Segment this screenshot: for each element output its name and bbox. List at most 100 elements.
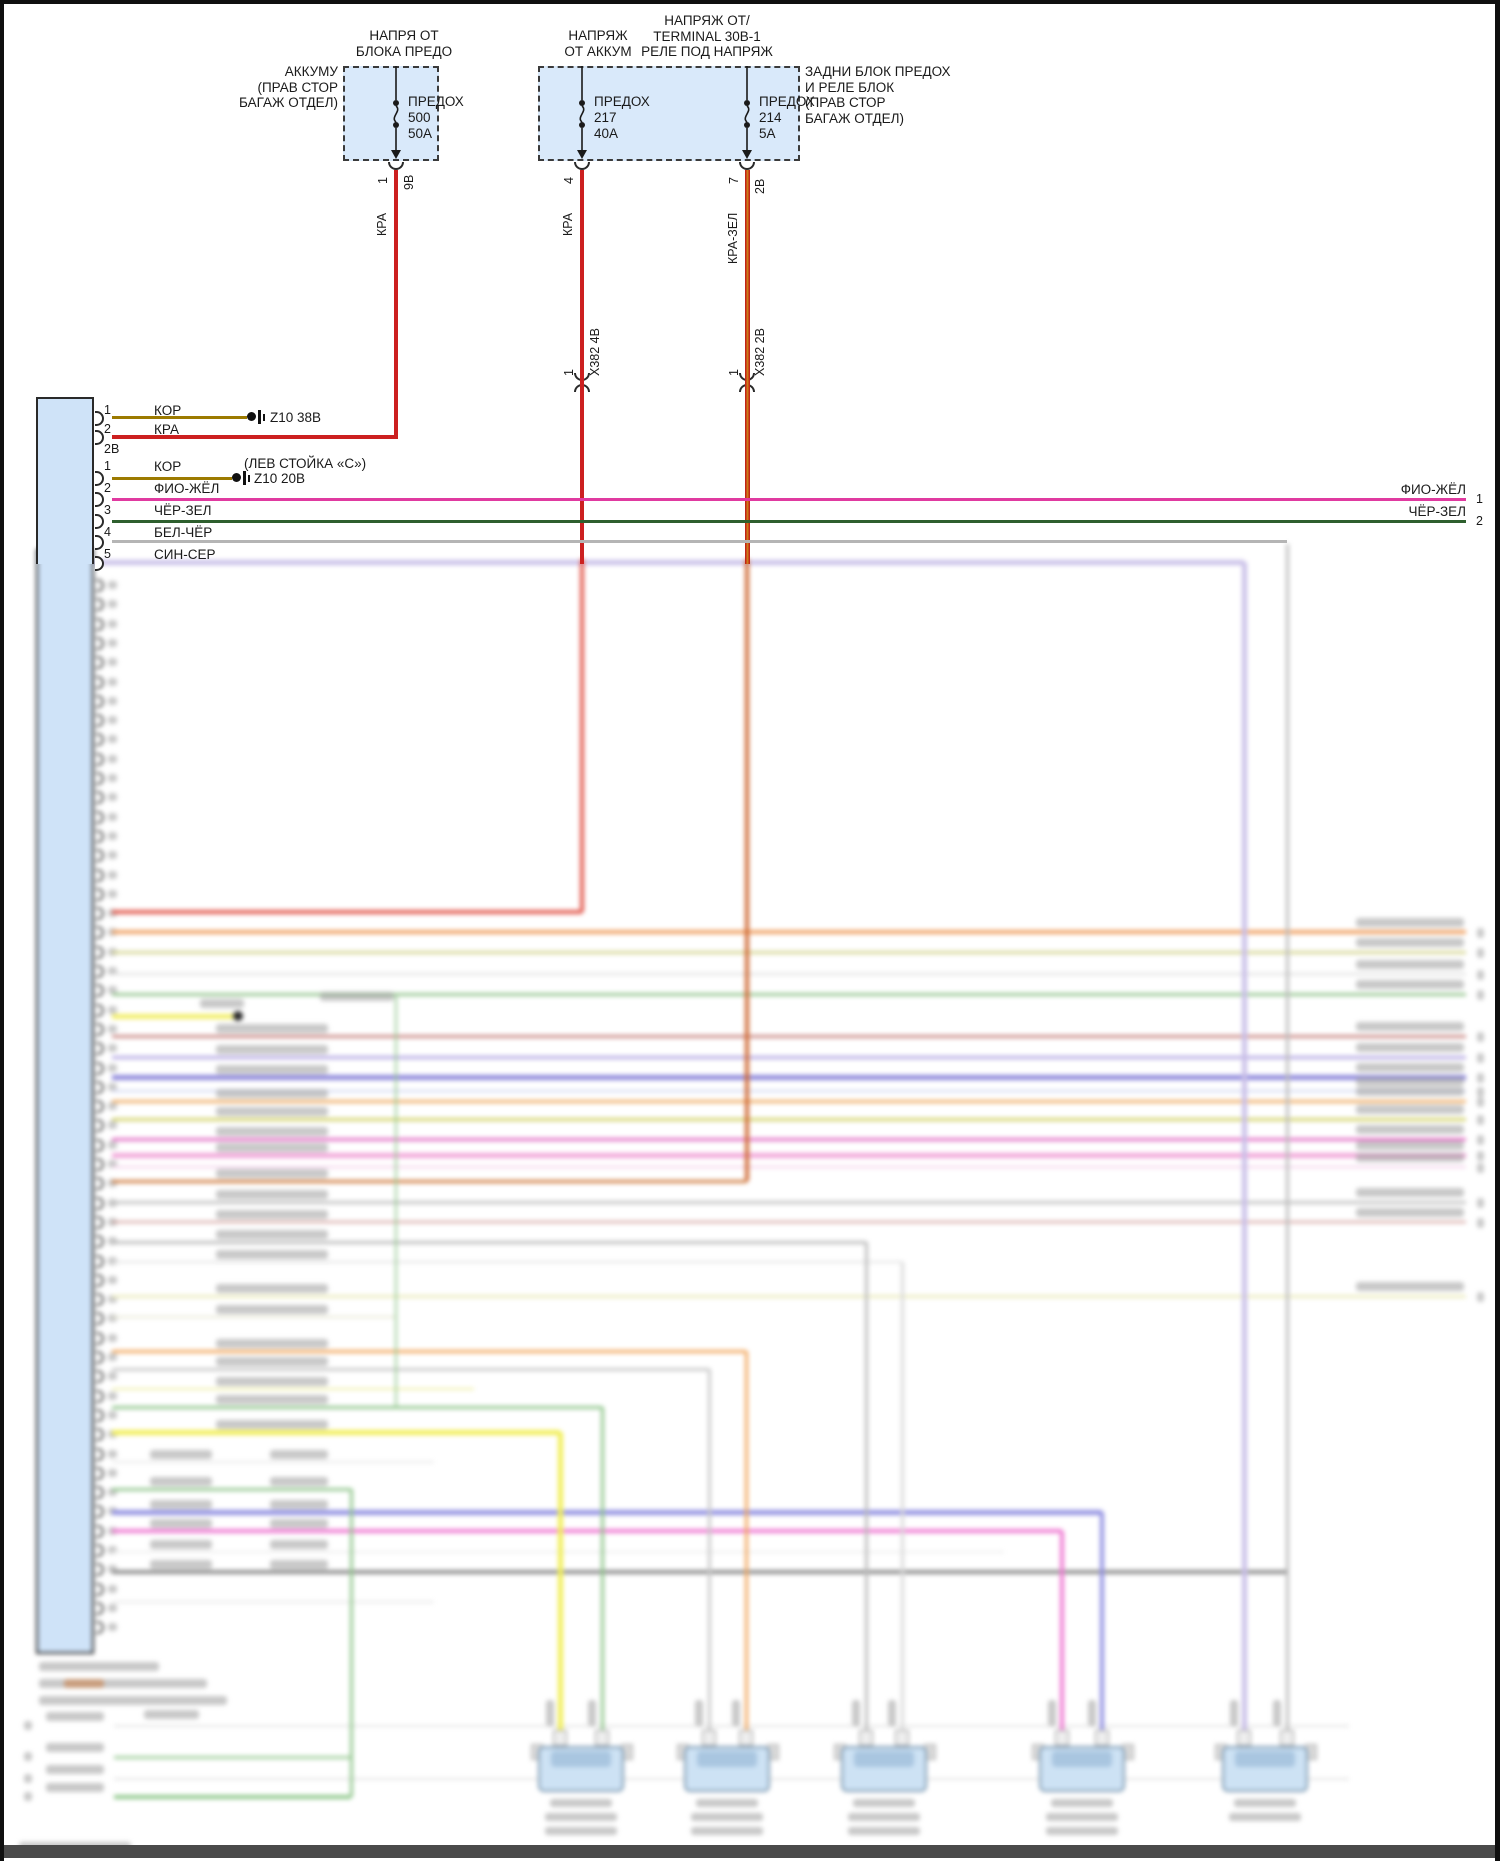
fuse1-top-label: НАПРЯ ОТ БЛОКА ПРЕДО (355, 28, 453, 59)
blurred-text-blob (1477, 1115, 1484, 1125)
blurred-text-blob (550, 1799, 612, 1807)
connector-pin (702, 1730, 716, 1746)
wire-color-label: ФИО-ЖЁЛ (154, 481, 220, 496)
pin-arc (96, 714, 104, 728)
blurred-text-blob (108, 889, 117, 898)
right-wire-label: ФИО-ЖЁЛ (1400, 482, 1466, 497)
blurred-text-blob (108, 831, 117, 840)
pin-arc (96, 694, 104, 708)
blurred-text-blob (848, 1813, 920, 1821)
blurred-text-blob (691, 1827, 763, 1835)
blurred-text-blob (108, 1333, 117, 1342)
pin-arc (96, 1100, 104, 1114)
blurred-text-blob (270, 1500, 328, 1509)
pin-arc (96, 617, 104, 631)
blurred-text-blob (108, 1275, 117, 1284)
connector-pin (739, 1730, 753, 1746)
connector-pin (1280, 1730, 1294, 1746)
blurred-text-blob (108, 1623, 117, 1632)
wire-horizontal (112, 1405, 602, 1409)
pin-arc (96, 579, 104, 592)
blurred-text-blob (108, 735, 117, 744)
wire-color-label: БЕЛ-ЧЁР (154, 525, 213, 540)
pin-number: 1 (104, 403, 111, 417)
blurred-text-blob (1356, 1087, 1464, 1096)
ground-label: Z10 20В (254, 471, 306, 486)
pin-arc (96, 1042, 104, 1056)
wire-horizontal (112, 1090, 1466, 1092)
fuse1-fuse-icon (391, 66, 401, 159)
blurred-text-blob (1356, 1188, 1464, 1197)
pin-arc (96, 598, 104, 612)
pin-arc (95, 411, 104, 426)
left-block-top (36, 397, 94, 564)
wire-vertical (395, 994, 397, 1407)
pin-arc (96, 1389, 104, 1403)
blurred-text-blob (588, 1700, 596, 1726)
wire-horizontal (112, 1221, 1466, 1223)
wire-horizontal (112, 1349, 746, 1353)
blurred-text-blob (108, 716, 117, 725)
blurred-text-blob (216, 1420, 328, 1429)
wire-horizontal (112, 992, 1466, 996)
blurred-text-blob (200, 999, 244, 1008)
blurred-text-blob (545, 1827, 617, 1835)
blurred-text-blob (24, 1752, 32, 1761)
ground-icon (248, 475, 250, 482)
blurred-text-blob (108, 1603, 117, 1612)
pin-arc (96, 1196, 104, 1210)
blurred-text-blob (1234, 1799, 1296, 1807)
right-pin-number: 2 (1476, 514, 1483, 528)
blurred-text-blob (216, 1169, 328, 1178)
wire-horizontal (112, 1152, 1466, 1158)
blurred-text-blob (1477, 1073, 1484, 1083)
pin-arc (96, 1158, 104, 1171)
wire-vertical (1060, 1531, 1064, 1746)
blurred-text-blob (216, 1230, 328, 1239)
blurred-text-blob (1356, 1043, 1464, 1052)
blurred-text-blob (1230, 1700, 1238, 1726)
blurred-text-blob (108, 658, 117, 667)
blurred-text-blob (150, 1500, 212, 1509)
cher-zel-wire (112, 520, 1466, 523)
connector-recess (1235, 1751, 1295, 1767)
blurred-text-blob (39, 1679, 207, 1688)
wire-horizontal (112, 1316, 396, 1318)
blurred-text-blob (1356, 980, 1464, 989)
wire-vertical (1241, 562, 1247, 1746)
wire-vertical (900, 1262, 904, 1746)
blurred-text-blob (1477, 1151, 1484, 1161)
pin-arc (96, 1312, 104, 1326)
fuse1-out-label: 9В (402, 174, 416, 190)
blurred-text-blob (1046, 1827, 1118, 1835)
pin-arc (96, 945, 104, 959)
ground-icon (247, 412, 256, 421)
fuse1-side-label: АККУМУ (ПРАВ СТОР БАГАЖ ОТДЕЛ) (239, 64, 338, 110)
kra-wire-vertical-1 (394, 170, 398, 439)
wire-horizontal (112, 1137, 1466, 1141)
blurred-text-blob (108, 1121, 117, 1130)
blurred-text-blob (46, 1712, 104, 1721)
blurred-text-blob (1477, 1087, 1484, 1097)
wire-vertical (557, 1432, 563, 1746)
blurred-text-blob (24, 1774, 32, 1783)
pin-arc (96, 1505, 104, 1519)
fuse1-text: ПРЕДОХ 500 50A (408, 94, 464, 141)
fuse2-fuse-icon (577, 66, 587, 159)
blurred-text-blob (46, 1783, 104, 1792)
blurred-text-blob (853, 1799, 915, 1807)
blurred-text-blob (108, 638, 117, 647)
blurred-text-blob (216, 1357, 328, 1366)
wire-horizontal (112, 1179, 747, 1183)
blurred-text-blob (1088, 1700, 1096, 1726)
wire-horizontal (112, 1294, 1466, 1298)
fuse1-wire-label: КРА (375, 212, 389, 236)
connector-id-label: 2В (104, 442, 120, 456)
blurred-text-blob (691, 1813, 763, 1821)
wire-vertical (864, 1242, 868, 1746)
page-bottom-border (4, 1845, 1495, 1858)
left-block-bottom (36, 549, 94, 1654)
wire-horizontal (112, 1099, 1466, 1103)
blurred-text-blob (1477, 928, 1484, 938)
kor-wire-1 (112, 416, 247, 419)
